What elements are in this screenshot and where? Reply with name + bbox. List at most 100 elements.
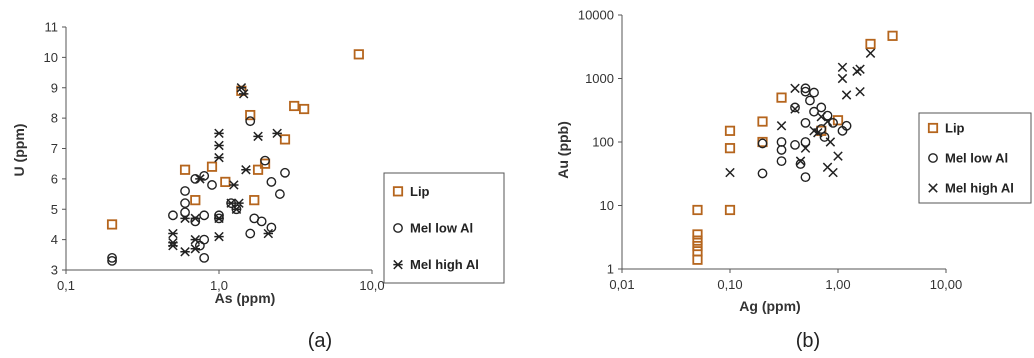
data-point (776, 137, 787, 147)
x-axis-label: Ag (ppm) (739, 298, 800, 314)
data-point (776, 92, 787, 103)
data-point (180, 207, 190, 218)
y-tick-label: 1000 (585, 71, 614, 86)
data-point (692, 254, 703, 265)
data-point (800, 117, 811, 128)
legend-label: Mel low Al (945, 151, 1008, 166)
data-point (229, 180, 239, 190)
data-point (865, 48, 876, 58)
data-point (837, 62, 848, 73)
series-lip (106, 49, 364, 230)
data-point (234, 198, 244, 208)
data-point (253, 131, 263, 142)
data-point (692, 229, 703, 240)
legend-marker (393, 259, 403, 270)
data-point (800, 172, 811, 183)
data-point (280, 167, 290, 178)
data-point (800, 83, 811, 94)
data-point (199, 210, 210, 221)
data-point (107, 252, 117, 263)
data-point (833, 151, 843, 161)
legend-label: Mel high Al (410, 257, 479, 272)
data-point (800, 143, 811, 153)
data-point (256, 216, 267, 227)
y-tick-label: 6 (51, 171, 58, 186)
data-point (236, 85, 247, 96)
x-tick-label: 0,1 (57, 278, 75, 293)
data-point (180, 247, 190, 257)
y-tick-label: 100 (592, 135, 614, 150)
data-point (260, 155, 270, 166)
legend-marker (927, 122, 939, 134)
data-point (790, 140, 800, 150)
legend-marker (393, 223, 403, 233)
data-point (168, 228, 178, 239)
data-point (692, 240, 703, 252)
data-point (832, 115, 844, 126)
data-point (236, 83, 247, 93)
data-point (245, 228, 256, 239)
data-point (190, 234, 201, 245)
data-point (790, 104, 800, 114)
data-point (220, 176, 231, 188)
data-point (199, 234, 210, 245)
legend-box (383, 172, 505, 284)
series-mel-high-al (725, 48, 876, 178)
data-point (206, 161, 218, 172)
data-point (106, 219, 118, 230)
data-point (214, 210, 224, 221)
data-point (180, 186, 190, 196)
data-point (724, 143, 736, 154)
x-tick-label: 1,0 (210, 278, 228, 293)
y-tick-label: 8 (51, 111, 58, 126)
data-point (238, 89, 249, 99)
data-point (757, 138, 768, 149)
data-point (263, 228, 274, 239)
data-point (776, 121, 787, 131)
data-point (214, 152, 224, 163)
data-point (809, 106, 819, 117)
data-point (790, 102, 800, 113)
x-tick-label: 1,00 (825, 277, 850, 292)
y-tick-label: 10 (44, 50, 58, 65)
data-point (692, 235, 703, 246)
legend-marker (928, 153, 938, 163)
legend: Lip Mel low Al Mel high Al (918, 112, 1032, 204)
data-point (214, 128, 224, 139)
data-point (190, 195, 201, 206)
data-point (190, 213, 201, 224)
data-point (790, 83, 800, 94)
data-point (289, 100, 300, 112)
data-point (865, 38, 876, 50)
data-point (805, 95, 815, 106)
x-tick-label: 10,00 (930, 277, 963, 292)
data-point (199, 170, 210, 181)
data-point (214, 140, 224, 151)
series-mel-low-al (107, 116, 290, 266)
legend-label: Lip (945, 121, 965, 136)
data-point (353, 49, 364, 60)
data-point (757, 168, 768, 179)
data-point (725, 167, 735, 178)
y-tick-label: 10 (600, 198, 614, 213)
data-point (757, 116, 768, 127)
data-point (245, 109, 256, 121)
data-point (190, 216, 201, 227)
x-tick-label: 0,01 (609, 277, 634, 292)
data-point (195, 174, 205, 184)
y-tick-label: 4 (51, 232, 58, 247)
data-point (252, 164, 264, 175)
y-tick-label: 7 (51, 141, 58, 156)
panel-label: (a) (308, 330, 332, 352)
data-point (800, 137, 811, 147)
data-point (266, 177, 277, 187)
data-point (692, 246, 703, 257)
y-tick-label: 3 (51, 263, 58, 278)
data-point (795, 159, 806, 169)
data-point (214, 231, 224, 242)
data-point (107, 255, 117, 266)
data-point (822, 116, 833, 127)
data-point (279, 134, 291, 145)
x-axis-label: As (ppm) (215, 290, 276, 306)
data-point (816, 112, 827, 122)
